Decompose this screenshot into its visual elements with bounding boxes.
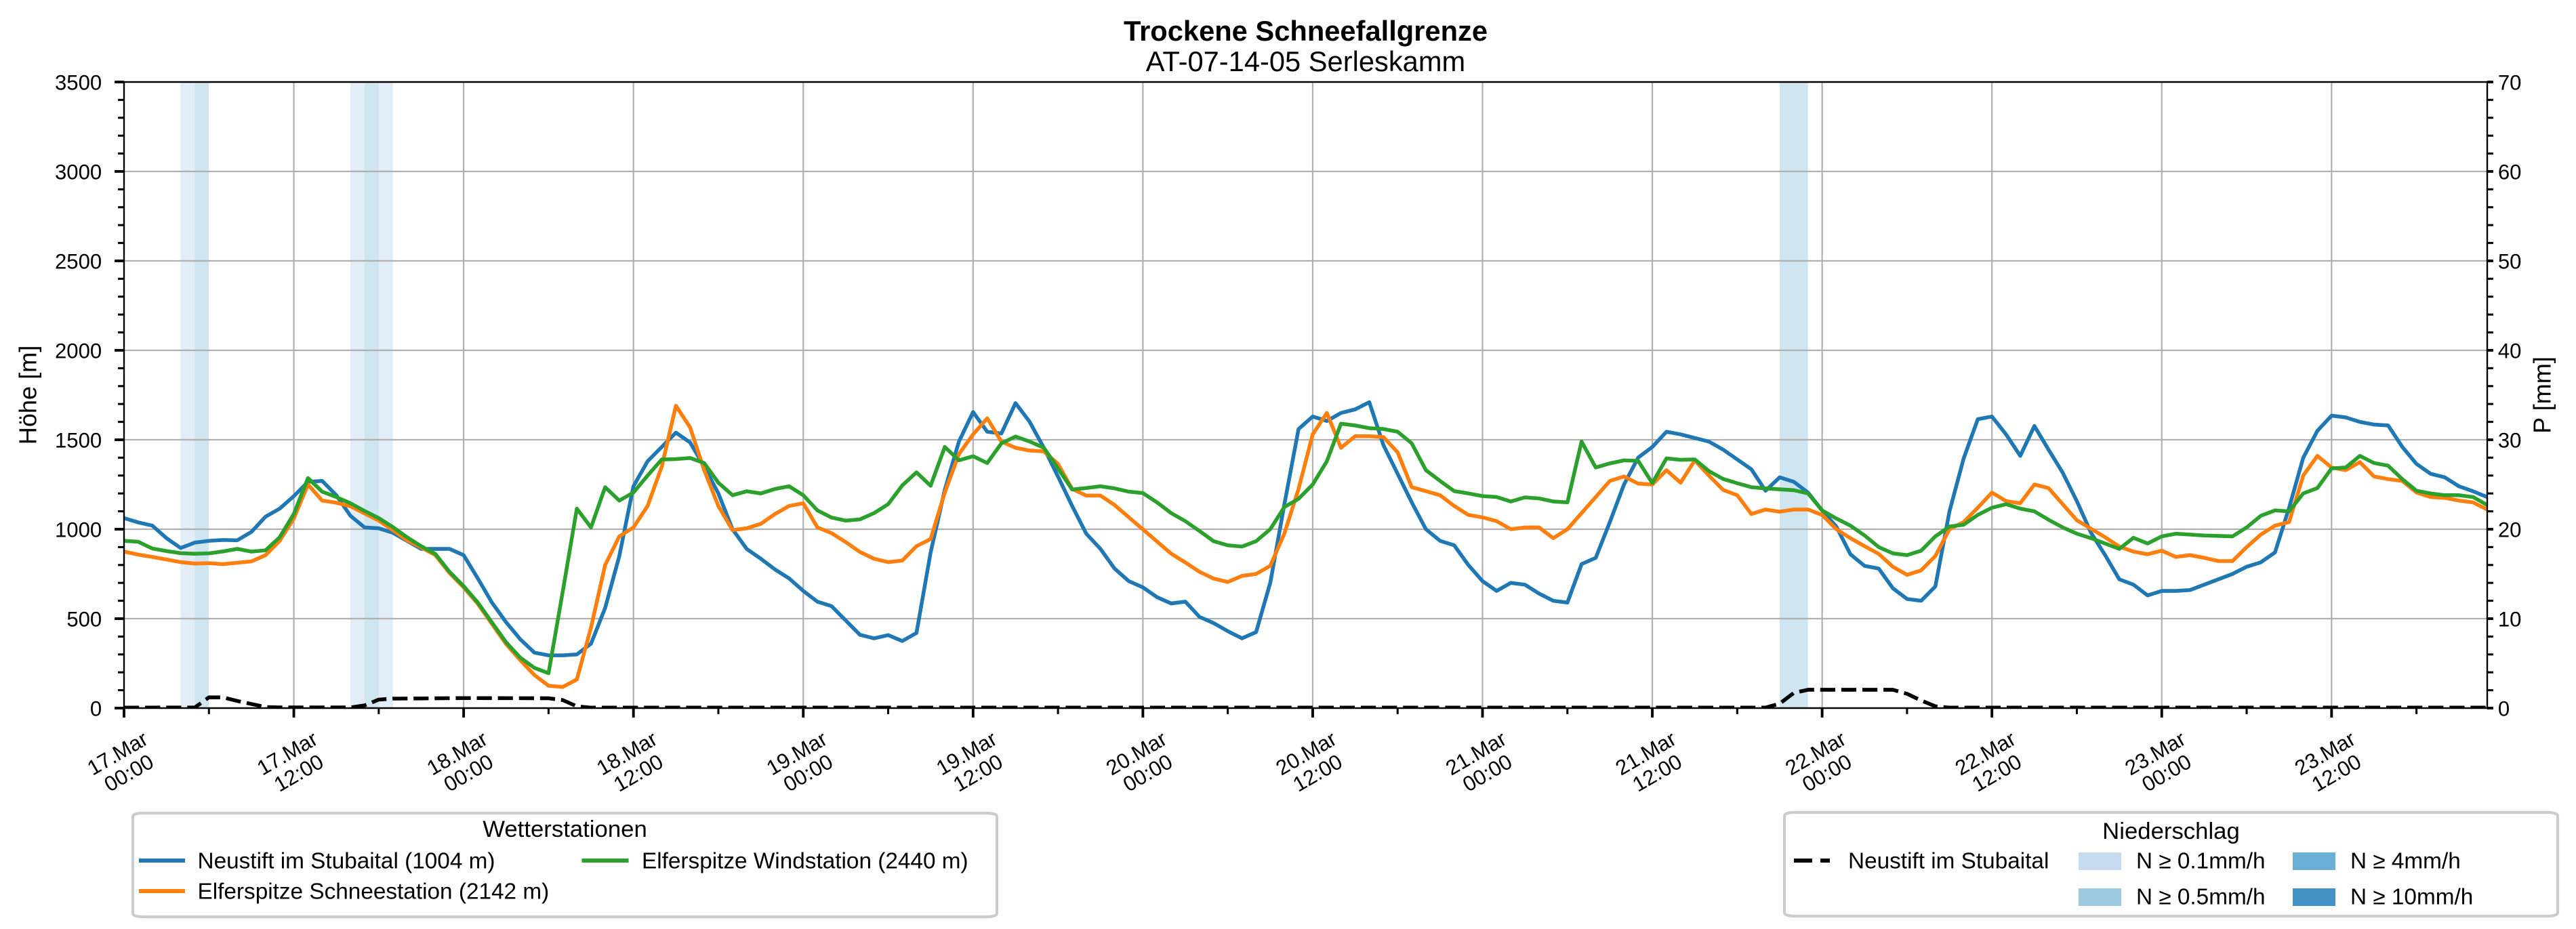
svg-text:Neustift im Stubaital: Neustift im Stubaital bbox=[1848, 849, 2049, 874]
svg-text:3500: 3500 bbox=[55, 70, 102, 94]
svg-text:0: 0 bbox=[2498, 697, 2510, 720]
svg-text:Trockene Schneefallgrenze: Trockene Schneefallgrenze bbox=[1124, 15, 1488, 47]
svg-text:0: 0 bbox=[90, 697, 102, 720]
svg-text:Elferspitze Schneestation (214: Elferspitze Schneestation (2142 m) bbox=[198, 880, 550, 905]
svg-text:Wetterstationen: Wetterstationen bbox=[483, 817, 647, 842]
svg-text:Elferspitze Windstation (2440: Elferspitze Windstation (2440 m) bbox=[642, 849, 968, 874]
svg-text:20: 20 bbox=[2498, 518, 2522, 541]
svg-text:1500: 1500 bbox=[55, 428, 102, 452]
svg-text:N ≥ 0.5mm/h: N ≥ 0.5mm/h bbox=[2136, 885, 2266, 910]
svg-text:N ≥ 10mm/h: N ≥ 10mm/h bbox=[2350, 885, 2473, 910]
svg-text:Neustift im Stubaital (1004 m): Neustift im Stubaital (1004 m) bbox=[198, 849, 495, 874]
svg-text:70: 70 bbox=[2498, 70, 2522, 94]
svg-text:N ≥ 4mm/h: N ≥ 4mm/h bbox=[2350, 849, 2461, 874]
svg-text:Niederschlag: Niederschlag bbox=[2102, 819, 2240, 844]
svg-text:3000: 3000 bbox=[55, 160, 102, 184]
svg-text:1000: 1000 bbox=[55, 518, 102, 541]
svg-text:N ≥ 0.1mm/h: N ≥ 0.1mm/h bbox=[2136, 849, 2266, 874]
svg-text:60: 60 bbox=[2498, 160, 2522, 184]
svg-text:AT-07-14-05 Serleskamm: AT-07-14-05 Serleskamm bbox=[1146, 45, 1466, 77]
svg-text:Höhe [m]: Höhe [m] bbox=[14, 346, 41, 445]
svg-text:10: 10 bbox=[2498, 607, 2522, 631]
svg-text:2000: 2000 bbox=[55, 339, 102, 363]
svg-text:P [mm]: P [mm] bbox=[2528, 356, 2556, 434]
svg-text:2500: 2500 bbox=[55, 249, 102, 273]
svg-text:40: 40 bbox=[2498, 339, 2522, 363]
svg-text:50: 50 bbox=[2498, 249, 2522, 273]
svg-text:500: 500 bbox=[66, 607, 102, 631]
svg-text:30: 30 bbox=[2498, 428, 2522, 452]
